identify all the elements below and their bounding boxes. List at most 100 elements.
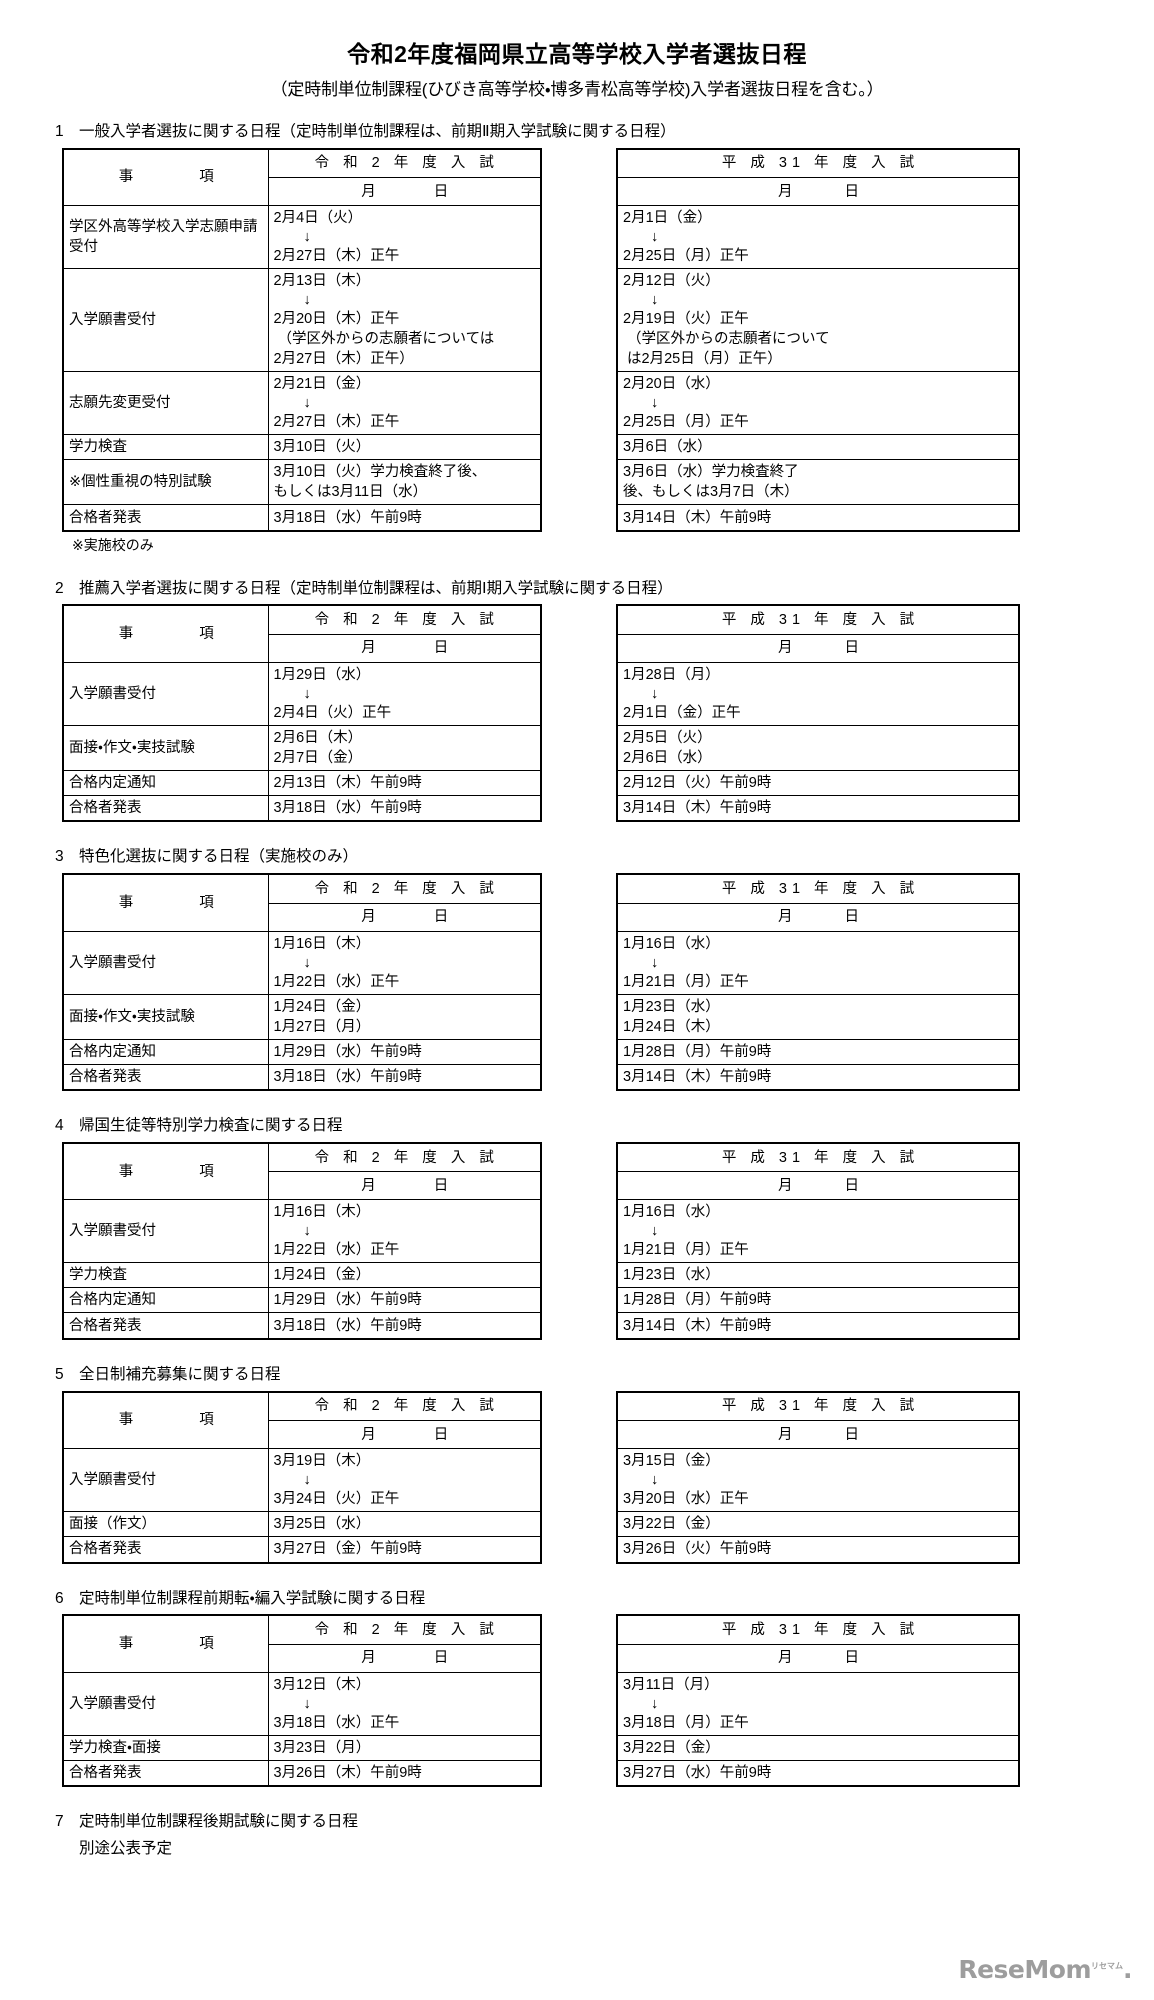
date-line: ↓ — [303, 229, 311, 246]
section-7: 7 定時制単位制課程後期試験に関する日程 別途公表予定 — [0, 1813, 1154, 1858]
date-line: 2月27日（木）正午） — [273, 351, 414, 368]
row-previous-dates: 3月27日（水）午前9時 — [616, 1759, 1020, 1787]
header-day: 日 — [844, 183, 860, 200]
header-month-day: 月日 — [616, 1643, 1020, 1673]
row-current-dates: 3月23日（月） — [267, 1734, 542, 1761]
header-year: 平 成 31 年 度 入 試 — [616, 604, 1020, 635]
table-subheader-row: 月日 — [63, 1420, 542, 1449]
section-number: 1 — [55, 122, 64, 140]
table-pair: 事項令 和 2 年 度 入 試月日入学願書受付 1月16日（木） ↓ 1月22日（水）… — [0, 1141, 1154, 1340]
section-title: 推薦入学者選抜に関する日程（定時制単位制課程は、前期Ⅰ期入学試験に関する日程） — [79, 579, 673, 597]
row-previous-dates: 3月22日（金） — [616, 1734, 1020, 1761]
current-year-table: 事項令 和 2 年 度 入 試月日入学願書受付 1月16日（木） ↓ 1月22日（水）… — [62, 873, 542, 1092]
table-header-row: 平 成 31 年 度 入 試 — [616, 1614, 1020, 1645]
date-line: 1月16日（木） — [273, 1204, 371, 1221]
table-row: 3月15日（金） ↓ 3月20日（水）正午 — [616, 1447, 1020, 1513]
date-line: 1月22日（水）正午 — [273, 1242, 400, 1259]
table-row: 1月28日（月）午前9時 — [616, 1287, 1020, 1314]
header-day: 日 — [433, 1650, 449, 1667]
table-subheader-row: 月日 — [616, 902, 1020, 932]
table-row: 2月20日（水） ↓ 2月25日（月）正午 — [616, 371, 1020, 436]
current-year-table: 事項令 和 2 年 度 入 試月日入学願書受付 1月29日（水） ↓ 2月4日（火）正… — [62, 604, 542, 823]
date-line: 1月27日（月） — [273, 1018, 371, 1035]
watermark-superscript: リセマム — [1091, 1961, 1123, 1971]
table-row: 学力検査 3月10日（火） — [62, 434, 542, 461]
header-month-day: 月日 — [616, 177, 1020, 207]
table-row: 3月6日（水） — [616, 434, 1020, 461]
date-line: は2月25日（月）正午） — [627, 351, 782, 368]
date-line: 1月16日（水） — [623, 935, 720, 952]
table-row: 学力検査 1月24日（金） — [62, 1262, 542, 1289]
table-row: 面接（作文） 3月25日（水） — [62, 1511, 542, 1538]
previous-year-table: 平 成 31 年 度 入 試月日 1月28日（月） ↓ 2月1日（金）正午 2月5日（火… — [616, 604, 1020, 823]
current-year-table-wrap: 事項令 和 2 年 度 入 試月日入学願書受付 3月12日（木） ↓ 3月18日（水）… — [62, 1614, 542, 1788]
table-row: 1月23日（水） — [616, 1262, 1020, 1289]
section-number: 4 — [55, 1117, 64, 1135]
header-month-day: 月日 — [616, 902, 1020, 932]
header-item-b: 項 — [199, 1163, 214, 1180]
row-current-dates: 1月24日（金） 1月27日（月） — [267, 993, 542, 1040]
section-number: 5 — [55, 1365, 64, 1383]
date-line: 1月28日（月）午前9時 — [623, 1292, 772, 1309]
date-line: 2月19日（火）正午 — [623, 311, 749, 328]
table-row: 合格内定通知 2月13日（木）午前9時 — [62, 769, 542, 796]
date-line: 3月14日（木）午前9時 — [623, 509, 772, 526]
row-previous-dates: 3月14日（木）午前9時 — [616, 1063, 1020, 1091]
table-header-row: 平 成 31 年 度 入 試 — [616, 604, 1020, 635]
row-current-dates: 1月16日（木） ↓ 1月22日（水）正午 — [267, 1199, 542, 1264]
row-previous-dates: 3月22日（金） — [616, 1511, 1020, 1538]
row-current-dates: 3月27日（金）午前9時 — [267, 1536, 542, 1564]
section-heading: 6 定時制単位制課程前期転・編入学試験に関する日程 — [0, 1590, 1154, 1609]
date-line: 3月19日（木） — [273, 1453, 371, 1469]
date-line: 3月6日（水）学力検査終了 — [623, 464, 799, 481]
date-line: 2月20日（水） — [623, 376, 720, 393]
previous-year-table-wrap: 平 成 31 年 度 入 試月日 1月16日（水） ↓ 1月21日（月）正午 1月23日… — [616, 1141, 1020, 1340]
table-row: 3月14日（木）午前9時 — [616, 1312, 1020, 1340]
date-line: 3月22日（金） — [623, 1516, 720, 1533]
date-line: 後、もしくは3月7日（木） — [623, 484, 799, 501]
row-item-label: ※個性重視の特別試験 — [62, 459, 269, 506]
row-item-label: 合格者発表 — [62, 1536, 269, 1564]
section-title: 帰国生徒等特別学力検査に関する日程 — [79, 1117, 343, 1135]
row-previous-dates: 1月28日（月）午前9時 — [616, 1038, 1020, 1065]
date-line: 2月27日（木）正午 — [273, 248, 400, 265]
row-current-dates: 2月13日（木）午前9時 — [267, 769, 542, 796]
header-item-a: 事 — [118, 894, 134, 911]
table-row: 3月6日（水）学力検査終了 後、もしくは3月7日（木） — [616, 459, 1020, 506]
table-row: 入学願書受付 3月12日（木） ↓ 3月18日（水）正午 — [62, 1671, 542, 1736]
previous-year-table-wrap: 平 成 31 年 度 入 試月日 2月1日（金） ↓ 2月25日（月）正午 2月12日（… — [616, 147, 1020, 532]
date-line: ↓ — [651, 229, 659, 246]
row-item-label: 入学願書受付 — [62, 1199, 269, 1264]
table-header-row: 平 成 31 年 度 入 試 — [616, 1142, 1020, 1173]
section-number: 7 — [55, 1813, 64, 1831]
date-line: 2月5日（火） — [623, 729, 712, 746]
section-title: 定時制単位制課程前期転・編入学試験に関する日程 — [79, 1589, 426, 1607]
date-line: 2月13日（木） — [273, 273, 371, 290]
date-line: 3月12日（木） — [273, 1676, 371, 1693]
date-line: 3月18日（水）正午 — [273, 1714, 400, 1731]
header-item-a: 事 — [118, 1163, 134, 1180]
header-month-day: 月日 — [267, 633, 542, 663]
date-line: 2月13日（木）午前9時 — [273, 774, 422, 791]
header-item: 事項 — [62, 1142, 269, 1201]
header-month: 月 — [778, 640, 793, 657]
row-previous-dates: 1月23日（水） — [616, 1262, 1020, 1289]
table-row: 3月11日（月） ↓ 3月18日（月）正午 — [616, 1671, 1020, 1736]
section-title: 定時制単位制課程後期試験に関する日程 — [79, 1813, 359, 1831]
header-year: 平 成 31 年 度 入 試 — [616, 148, 1020, 179]
row-previous-dates: 3月11日（月） ↓ 3月18日（月）正午 — [616, 1671, 1020, 1736]
row-item-label: 学力検査 — [62, 1262, 269, 1289]
row-current-dates: 3月25日（水） — [267, 1511, 542, 1538]
table-row: 3月14日（木）午前9時 — [616, 504, 1020, 532]
header-month: 月 — [778, 1426, 793, 1443]
row-previous-dates: 1月28日（月） ↓ 2月1日（金）正午 — [616, 661, 1020, 726]
row-previous-dates: 2月1日（金） ↓ 2月25日（月）正午 — [616, 205, 1020, 270]
section-number: 3 — [55, 848, 64, 866]
date-line: 3月14日（木）午前9時 — [623, 800, 772, 817]
current-year-table: 事項令 和 2 年 度 入 試月日入学願書受付 1月16日（木） ↓ 1月22日（水）… — [62, 1141, 542, 1340]
table-header-row: 平 成 31 年 度 入 試 — [616, 148, 1020, 179]
date-line: ↓ — [303, 292, 311, 309]
date-line: 2月21日（金） — [273, 376, 371, 393]
row-current-dates: 1月16日（木） ↓ 1月22日（水）正午 — [267, 930, 542, 995]
header-year: 令 和 2 年 度 入 試 — [267, 604, 542, 635]
